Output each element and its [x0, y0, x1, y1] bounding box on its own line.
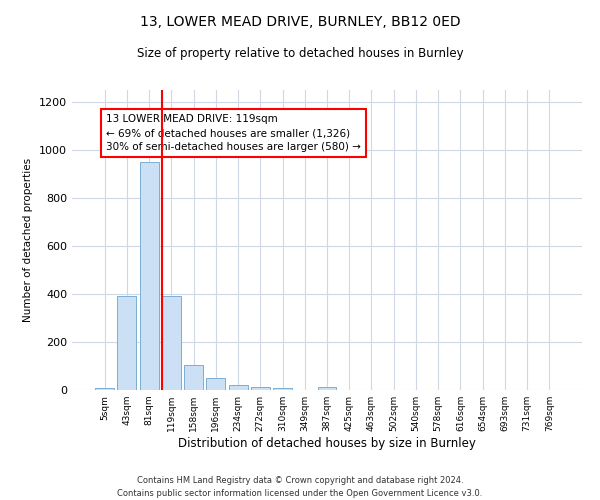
Bar	[118, 296, 136, 390]
Bar	[229, 384, 248, 390]
Bar	[162, 296, 181, 390]
Y-axis label: Number of detached properties: Number of detached properties	[23, 158, 34, 322]
X-axis label: Distribution of detached houses by size in Burnley: Distribution of detached houses by size …	[178, 437, 476, 450]
Text: Size of property relative to detached houses in Burnley: Size of property relative to detached ho…	[137, 48, 463, 60]
Bar	[140, 162, 158, 390]
Text: Contains HM Land Registry data © Crown copyright and database right 2024.
Contai: Contains HM Land Registry data © Crown c…	[118, 476, 482, 498]
Bar	[273, 388, 292, 390]
Text: 13, LOWER MEAD DRIVE, BURNLEY, BB12 0ED: 13, LOWER MEAD DRIVE, BURNLEY, BB12 0ED	[140, 15, 460, 29]
Bar	[95, 388, 114, 390]
Bar	[317, 387, 337, 390]
Text: 13 LOWER MEAD DRIVE: 119sqm
← 69% of detached houses are smaller (1,326)
30% of : 13 LOWER MEAD DRIVE: 119sqm ← 69% of det…	[106, 114, 361, 152]
Bar	[184, 365, 203, 390]
Bar	[206, 378, 225, 390]
Bar	[251, 387, 270, 390]
